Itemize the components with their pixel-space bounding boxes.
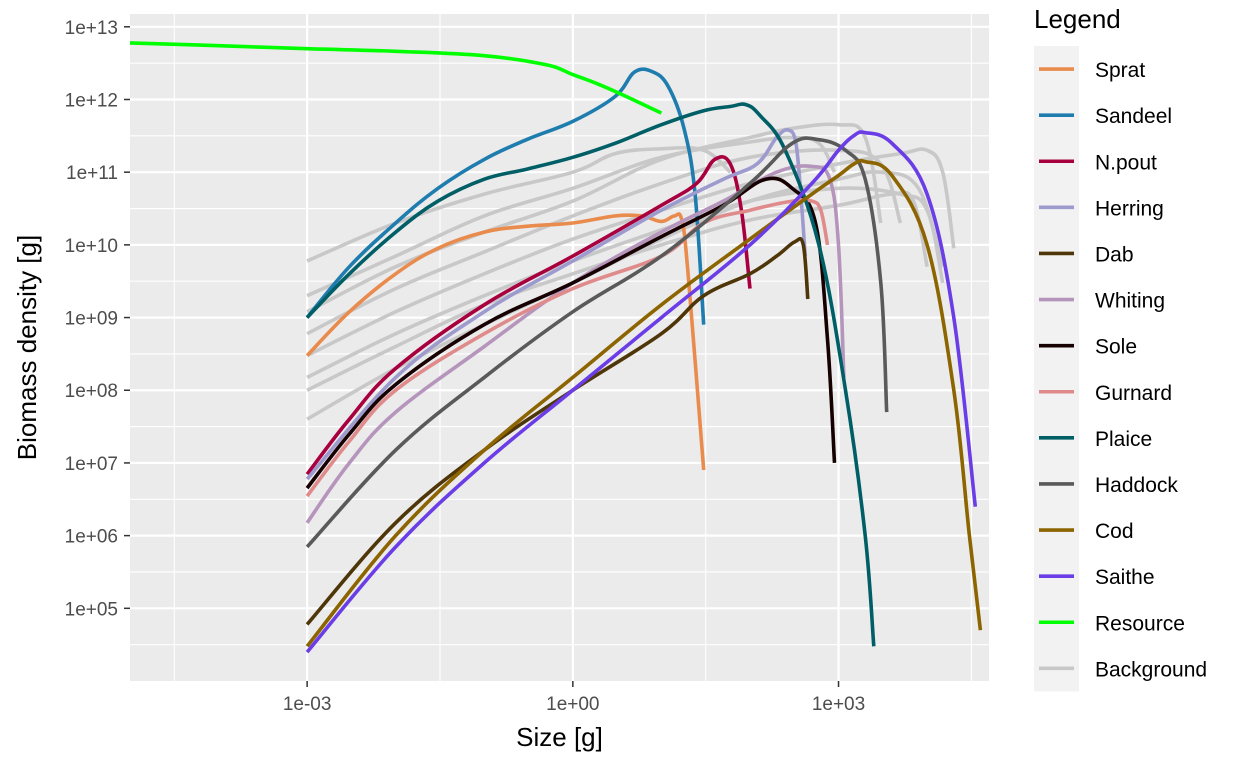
series-line-cod [305, 158, 983, 648]
series-line-dab [305, 236, 810, 626]
series-lines [129, 41, 983, 654]
legend-key-background [1034, 46, 1079, 692]
y-tick-label: 1e+05 [65, 599, 118, 620]
legend-label-sandeel: Sandeel [1095, 105, 1172, 128]
x-axis-title: Size [g] [516, 722, 603, 752]
legend-label-cod: Cod [1095, 520, 1134, 543]
series-line-herring [305, 127, 807, 481]
series-line-haddock [305, 136, 889, 549]
legend-label-dab: Dab [1095, 243, 1134, 266]
legend-label-saithe: Saithe [1095, 566, 1155, 589]
legend-title: Legend [1034, 4, 1121, 34]
series-line-background [306, 148, 903, 336]
y-tick-label: 1e+09 [65, 309, 118, 330]
y-tick-label: 1e+08 [65, 381, 118, 402]
series-line-n-pout [305, 155, 752, 476]
y-tick-label: 1e+13 [65, 18, 118, 39]
y-axis: 1e+05 1e+06 1e+07 1e+08 1e+09 1e+10 1e+11 1e+12… [65, 18, 130, 620]
legend-label-resource: Resource [1095, 612, 1185, 635]
legend-label-gurnard: Gurnard [1095, 382, 1172, 405]
minor-grid [130, 14, 989, 681]
legend-label-haddock: Haddock [1095, 474, 1178, 497]
x-axis: 1e-03 1e+00 1e+03 [283, 681, 865, 715]
x-tick-label: 1e-03 [283, 694, 332, 715]
series-line-whiting [305, 164, 846, 524]
major-grid [130, 14, 989, 681]
y-tick-label: 1e+11 [66, 163, 118, 184]
legend-label-whiting: Whiting [1095, 290, 1165, 313]
legend-label-sole: Sole [1095, 336, 1137, 359]
y-tick-label: 1e+07 [65, 454, 118, 475]
legend-label-n-pout: N.pout [1095, 151, 1157, 174]
y-tick-label: 1e+06 [65, 527, 118, 548]
series-line-resource [129, 41, 663, 115]
y-tick-label: 1e+12 [65, 90, 118, 111]
series-line-background [306, 147, 956, 358]
plot-panel [130, 14, 989, 681]
y-axis-title: Biomass density [g] [12, 235, 42, 460]
y-tick-label: 1e+10 [65, 236, 118, 257]
series-line-sole [305, 176, 837, 490]
x-tick-label: 1e+03 [812, 694, 865, 715]
series-line-saithe [305, 130, 978, 654]
x-tick-label: 1e+00 [546, 694, 599, 715]
legend-label-sprat: Sprat [1095, 59, 1145, 82]
legend-label-plaice: Plaice [1095, 428, 1152, 451]
legend-label-herring: Herring [1095, 197, 1164, 220]
series-line-sandeel [305, 67, 706, 325]
series-line-sprat [305, 212, 706, 471]
legend: Legend Sprat Sandeel N.pout Herring Dab Whiti… [1034, 4, 1207, 692]
legend-label-background: Background [1095, 658, 1207, 681]
series-line-plaice [305, 102, 876, 647]
